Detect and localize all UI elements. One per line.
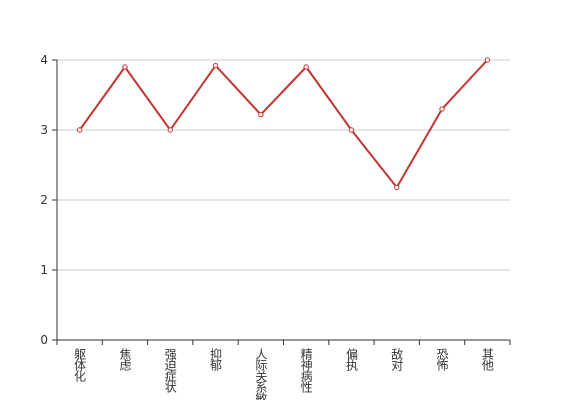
- x-tick-label: 人际关系敏感: [254, 348, 268, 400]
- point: [258, 111, 264, 118]
- point: [76, 127, 83, 133]
- x-tick-label: 焦虑: [118, 348, 132, 371]
- x-tick-label: 敌对: [390, 347, 404, 371]
- x-tick-label: 精神病性: [299, 348, 313, 394]
- x-tick-label: 躯体化: [73, 347, 87, 383]
- point: [122, 64, 128, 70]
- y-tick-label: 0: [40, 333, 48, 347]
- x-tick-label: 恐怖: [435, 348, 449, 371]
- y-tick-label: 4: [40, 53, 48, 67]
- point: [303, 64, 309, 70]
- x-tick-label: 强迫症状: [163, 348, 177, 393]
- x-tick-label: 抑郁: [209, 347, 223, 372]
- x-tick-label: 偏执: [344, 347, 358, 372]
- point: [348, 127, 355, 133]
- point: [212, 62, 219, 69]
- y-tick-label: 3: [40, 123, 48, 137]
- point: [439, 106, 445, 112]
- point: [167, 127, 173, 133]
- y-tick-label: 2: [40, 193, 48, 207]
- x-tick-label: 其他: [480, 348, 494, 371]
- line: [78, 59, 489, 190]
- point: [394, 184, 400, 191]
- point: [484, 57, 491, 63]
- y-tick-label: 1: [40, 263, 48, 277]
